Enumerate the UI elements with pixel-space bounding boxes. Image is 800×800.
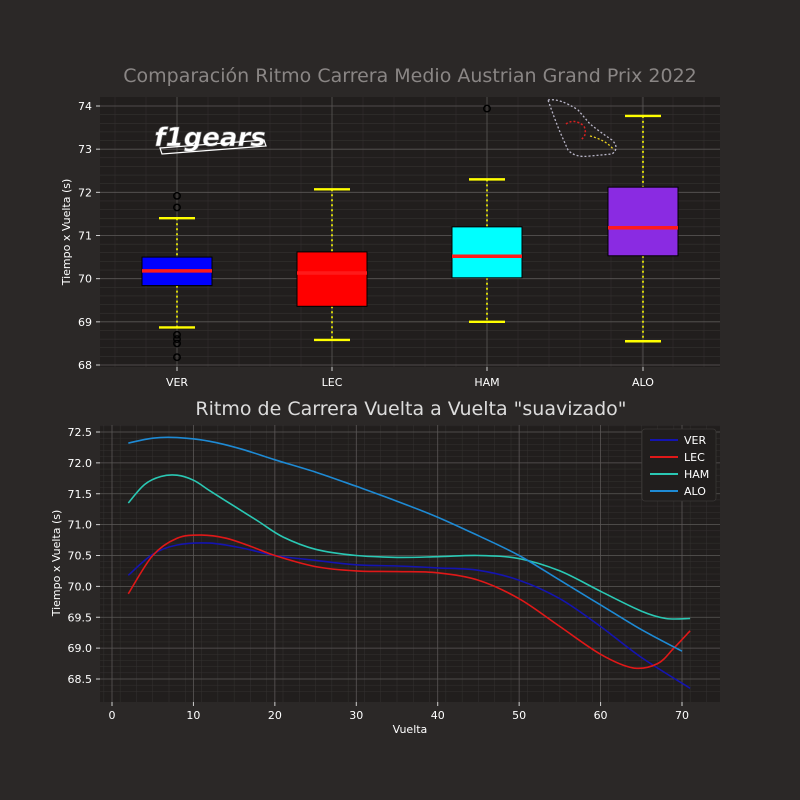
y-tick-label: 69.5 bbox=[68, 611, 93, 624]
box-alo bbox=[607, 114, 679, 343]
series-line-alo bbox=[128, 436, 683, 652]
y-tick-label: 71 bbox=[78, 230, 92, 243]
y-tick-label: 70.5 bbox=[68, 550, 93, 563]
x-tick-label: 70 bbox=[675, 709, 689, 722]
box bbox=[451, 226, 523, 279]
box bbox=[607, 186, 679, 257]
plot-area bbox=[100, 425, 720, 702]
outlier-point bbox=[173, 191, 181, 200]
outlier-point bbox=[173, 330, 181, 339]
line-chart: 68.5 69.0 69.5 70.0 70.5 71.0 71.5 72.0 72.5 0 10… bbox=[50, 425, 720, 736]
legend: VER LEC HAM ALO bbox=[641, 428, 717, 502]
x-axis: 0 10 20 30 40 50 60 70 bbox=[109, 702, 689, 722]
x-tick-label: ALO bbox=[632, 376, 654, 389]
track-sector bbox=[589, 135, 615, 151]
x-tick-label: VER bbox=[166, 376, 188, 389]
y-axis-label: Tiempo x Vuelta (s) bbox=[50, 510, 63, 618]
box-marks bbox=[141, 104, 679, 362]
x-axis: VER LEC HAM ALO bbox=[166, 367, 654, 389]
x-tick-label: 10 bbox=[186, 709, 200, 722]
series-line-ham bbox=[127, 474, 691, 620]
line-marks bbox=[127, 436, 691, 689]
y-tick-label: 72.0 bbox=[68, 457, 93, 470]
y-tick-label: 69.0 bbox=[68, 642, 93, 655]
y-tick-label: 72 bbox=[78, 186, 92, 199]
chart-title: Comparación Ritmo Carrera Medio Austrian… bbox=[123, 65, 697, 87]
box-plot: f1gears 68 69 70 71 72 73 74 VER LEC HAM ALO Tiem… bbox=[60, 97, 720, 389]
chart-title: Ritmo de Carrera Vuelta a Vuelta "suaviz… bbox=[195, 398, 626, 420]
y-axis: 68 69 70 71 72 73 74 bbox=[78, 100, 100, 372]
series-line-lec bbox=[127, 534, 691, 670]
track-outline bbox=[547, 99, 617, 158]
y-tick-label: 70 bbox=[78, 273, 92, 286]
x-tick-label: HAM bbox=[474, 376, 499, 389]
legend-label: HAM bbox=[684, 468, 709, 481]
x-tick-label: 60 bbox=[594, 709, 608, 722]
y-tick-label: 70.0 bbox=[68, 580, 93, 593]
y-tick-label: 74 bbox=[78, 100, 92, 113]
grid bbox=[100, 425, 720, 702]
series-line-ver bbox=[127, 542, 691, 689]
outlier-point bbox=[173, 335, 181, 344]
box-lec bbox=[296, 188, 368, 342]
y-tick-label: 68.5 bbox=[68, 673, 93, 686]
y-axis-label: Tiempo x Vuelta (s) bbox=[60, 179, 73, 287]
y-tick-label: 71.5 bbox=[68, 488, 93, 501]
logo: f1gears bbox=[154, 123, 267, 155]
outlier-point bbox=[173, 203, 181, 212]
outlier-point bbox=[173, 339, 181, 348]
box-ver bbox=[141, 191, 213, 362]
x-tick-label: 30 bbox=[349, 709, 363, 722]
legend-label: VER bbox=[684, 434, 706, 447]
legend-label: ALO bbox=[684, 485, 706, 498]
track-sector bbox=[565, 120, 587, 141]
box-ham bbox=[451, 104, 523, 324]
y-tick-label: 71.0 bbox=[68, 519, 93, 532]
outlier-point bbox=[483, 104, 491, 113]
x-tick-label: LEC bbox=[322, 376, 343, 389]
x-axis-label: Vuelta bbox=[393, 723, 428, 736]
logo-text: f1gears bbox=[154, 123, 266, 153]
y-axis: 68.5 69.0 69.5 70.0 70.5 71.0 71.5 72.0 72.5 bbox=[68, 426, 100, 686]
x-tick-label: 40 bbox=[431, 709, 445, 722]
logo-checker-icon bbox=[159, 139, 267, 155]
y-tick-label: 68 bbox=[78, 359, 92, 372]
x-tick-label: 0 bbox=[109, 709, 116, 722]
legend-frame bbox=[641, 428, 717, 502]
y-tick-label: 69 bbox=[78, 316, 92, 329]
y-tick-label: 72.5 bbox=[68, 426, 93, 439]
x-tick-label: 50 bbox=[512, 709, 526, 722]
box bbox=[296, 251, 368, 307]
y-tick-label: 73 bbox=[78, 143, 92, 156]
x-tick-label: 20 bbox=[268, 709, 282, 722]
outlier-point bbox=[173, 353, 181, 362]
legend-label: LEC bbox=[684, 451, 705, 464]
track-map-icon bbox=[547, 99, 617, 158]
